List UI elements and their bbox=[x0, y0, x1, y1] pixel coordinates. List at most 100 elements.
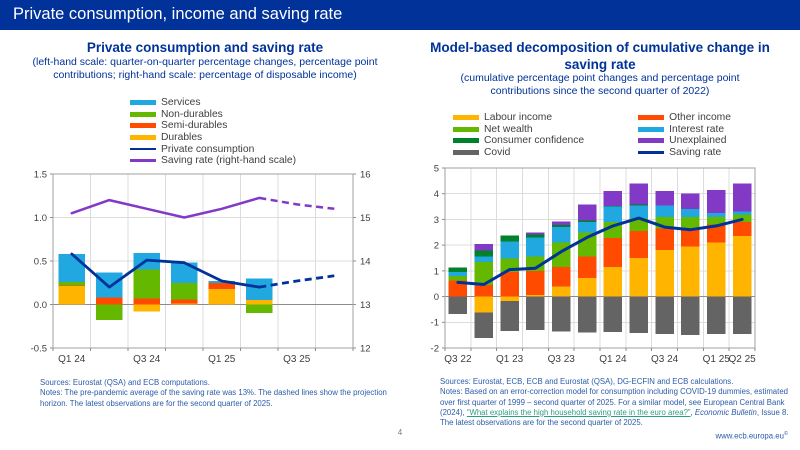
bar-segment bbox=[655, 216, 674, 229]
legend-swatch bbox=[638, 115, 665, 121]
bar-segment bbox=[603, 205, 623, 207]
legend-label: Services bbox=[161, 97, 201, 109]
bar-segment bbox=[551, 225, 571, 228]
bar-segment bbox=[208, 282, 235, 289]
x-axis-tick-label: Q3 22 bbox=[444, 354, 472, 365]
right-legend-column-1: Labour income Net wealth Consumer confiden… bbox=[453, 112, 584, 158]
right-legend-column-2: Other income Interest rate Unexplained Savi… bbox=[638, 112, 731, 158]
bar-segment bbox=[681, 193, 700, 210]
ecb-article-link[interactable]: “What explains the high household saving… bbox=[466, 407, 691, 417]
left-chart-notes: Sources: Eurostat (QSA) and ECB computat… bbox=[40, 378, 392, 409]
bar-segment bbox=[629, 205, 649, 219]
bar-segment bbox=[681, 296, 700, 336]
legend-item: Non-durables bbox=[130, 109, 296, 121]
copyright-mark: © bbox=[783, 431, 788, 437]
slide-title: Private consumption, income and saving r… bbox=[13, 5, 343, 23]
legend-label: Semi-durables bbox=[161, 120, 228, 132]
y-axis-tick-label: 1 bbox=[434, 266, 439, 277]
legend-item: Labour income bbox=[453, 112, 584, 124]
bar-segment bbox=[681, 216, 700, 230]
right-chart-subtitle: (cumulative percentage point changes and… bbox=[460, 72, 740, 98]
bar-segment bbox=[732, 236, 752, 297]
bar-segment bbox=[577, 204, 597, 221]
legend-swatch bbox=[130, 147, 156, 151]
x-axis-tick-label: Q3 25 bbox=[283, 354, 311, 365]
bar-segment bbox=[500, 296, 519, 302]
legend-swatch bbox=[130, 123, 156, 129]
line-series-dashed bbox=[259, 196, 335, 211]
left-chart-note-text: Notes: The pre-pandemic average of the s… bbox=[40, 388, 387, 408]
y-axis-tick-label: 0.5 bbox=[34, 256, 47, 267]
x-axis-tick-label: Q1 25 bbox=[208, 354, 236, 365]
bar-segment bbox=[58, 285, 85, 287]
bar-segment bbox=[629, 218, 649, 231]
bar-segment bbox=[133, 298, 160, 305]
right-chart-note-text: Notes: Based on an error-correction mode… bbox=[440, 387, 790, 428]
right-note-part2: , bbox=[690, 407, 695, 417]
y-axis-tick-label: -2 bbox=[431, 343, 439, 354]
legend-item: Consumer confidence bbox=[453, 135, 584, 147]
legend-label: Consumer confidence bbox=[484, 135, 585, 147]
legend-item: Unexplained bbox=[638, 135, 731, 147]
bar-segment bbox=[551, 296, 571, 332]
right-chart-title: Model-based decomposition of cumulative … bbox=[430, 40, 770, 73]
right-note-part1: Notes: Based on an error-correction mode… bbox=[440, 387, 788, 417]
y-axis-tick-label: 1.5 bbox=[34, 169, 47, 180]
legend-label: Saving rate bbox=[669, 147, 722, 159]
legend-swatch bbox=[453, 115, 479, 121]
bar-segment bbox=[706, 189, 726, 213]
y-axis-tick-label: 5 bbox=[434, 163, 439, 174]
right-y-axis-tick-label: 16 bbox=[360, 169, 371, 180]
bar-segment bbox=[629, 296, 649, 334]
bar-segment bbox=[171, 299, 198, 304]
legend-swatch bbox=[130, 111, 156, 117]
x-axis-tick-label: Q3 24 bbox=[651, 354, 679, 365]
bar-segment bbox=[577, 222, 597, 233]
legend-swatch bbox=[638, 151, 665, 154]
line-series-solid bbox=[70, 252, 261, 289]
bar-segment bbox=[474, 256, 494, 262]
bar-segment bbox=[681, 209, 700, 217]
bar-segment bbox=[448, 276, 468, 281]
bar-segment bbox=[551, 286, 571, 297]
bar-segment bbox=[133, 269, 160, 299]
left-chart-title: Private consumption and saving rate bbox=[86, 40, 324, 55]
bar-segment bbox=[171, 282, 198, 300]
bar-segment bbox=[526, 234, 545, 238]
bar-segment bbox=[448, 267, 468, 273]
legend-label: Covid bbox=[484, 147, 511, 159]
bar-segment bbox=[526, 270, 545, 296]
x-axis-tick-label: Q3 24 bbox=[133, 354, 161, 365]
bar-segment bbox=[706, 216, 726, 225]
legend-label: Private consumption bbox=[161, 143, 255, 155]
bar-segment bbox=[171, 303, 198, 305]
legend-swatch bbox=[130, 135, 156, 141]
bar-segment bbox=[577, 256, 597, 279]
right-chart-notes: Sources: Eurostat, ECB, ECB and Eurostat… bbox=[440, 377, 790, 428]
bar-segment bbox=[58, 254, 85, 282]
x-axis-tick-label: Q1 24 bbox=[599, 354, 627, 365]
right-y-axis-tick-label: 13 bbox=[360, 300, 371, 311]
line-series-dashed bbox=[259, 274, 335, 289]
legend-swatch bbox=[453, 126, 479, 132]
y-axis-tick-label: -0.5 bbox=[31, 343, 47, 354]
y-axis-tick-label: 0.0 bbox=[34, 300, 47, 311]
bar-segment bbox=[551, 267, 571, 287]
left-chart-canvas: 1.5 1.0 0.5 0.0 -0.5 16 15 14 13 12 Q1 24 Q3 24 Q1 2… bbox=[31, 169, 371, 365]
legend-swatch bbox=[130, 100, 156, 106]
legend-label: Interest rate bbox=[669, 123, 725, 135]
bar-segment bbox=[96, 297, 123, 305]
legend-swatch bbox=[638, 138, 665, 144]
bar-segment bbox=[171, 262, 198, 283]
right-chart-legend: Labour income Net wealth Consumer confiden… bbox=[453, 112, 731, 158]
bar-segment bbox=[246, 300, 273, 305]
bar-segment bbox=[58, 281, 85, 286]
legend-item: Net wealth bbox=[453, 124, 584, 136]
bar-segment bbox=[551, 221, 571, 226]
x-axis-tick-label: Q1 23 bbox=[496, 354, 524, 365]
legend-swatch bbox=[453, 138, 479, 144]
legend-item: Services bbox=[130, 97, 296, 109]
bar-segment bbox=[551, 227, 571, 243]
bar-segment bbox=[448, 272, 468, 276]
bar-segment bbox=[246, 304, 273, 314]
